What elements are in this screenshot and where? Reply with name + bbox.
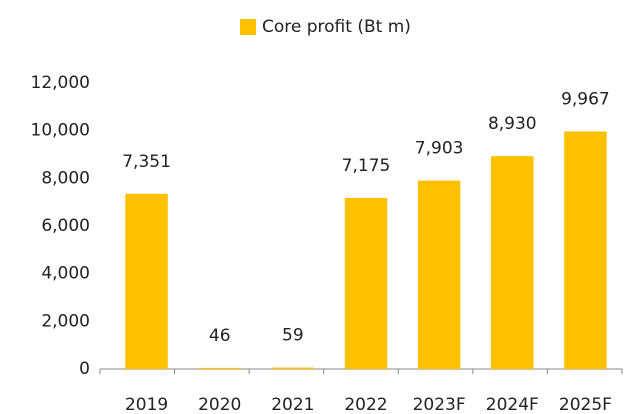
x-tick-label: 2021: [271, 395, 314, 414]
y-tick-label: 12,000: [31, 73, 90, 93]
bar: [344, 197, 388, 369]
x-tick-label: 2020: [198, 395, 241, 414]
y-tick-label: 2,000: [41, 311, 90, 331]
x-tick-label: 2019: [125, 395, 168, 414]
data-label: 59: [282, 326, 304, 346]
legend-label: Core profit (Bt m): [262, 17, 411, 37]
bar: [564, 131, 607, 369]
x-tick-label: 2024F: [486, 395, 539, 414]
data-label: 8,930: [488, 114, 537, 134]
data-label: 9,967: [561, 89, 610, 109]
x-tick-label: 2025F: [559, 395, 612, 414]
y-tick-label: 0: [79, 359, 90, 379]
y-tick-label: 4,000: [41, 264, 90, 284]
bar: [417, 180, 461, 369]
data-label: 7,175: [342, 156, 391, 176]
data-label: 46: [209, 326, 231, 346]
data-label: 7,903: [415, 139, 464, 159]
y-tick-label: 10,000: [31, 121, 90, 141]
bar: [491, 156, 534, 369]
bar: [198, 367, 241, 369]
data-label: 7,351: [122, 152, 171, 172]
x-tick-label: 2023F: [413, 395, 466, 414]
y-tick-label: 8,000: [41, 168, 90, 188]
bar: [271, 367, 315, 369]
legend-swatch: [240, 19, 256, 35]
y-tick-label: 6,000: [41, 216, 90, 236]
x-tick-label: 2022: [344, 395, 387, 414]
bar: [125, 193, 168, 369]
